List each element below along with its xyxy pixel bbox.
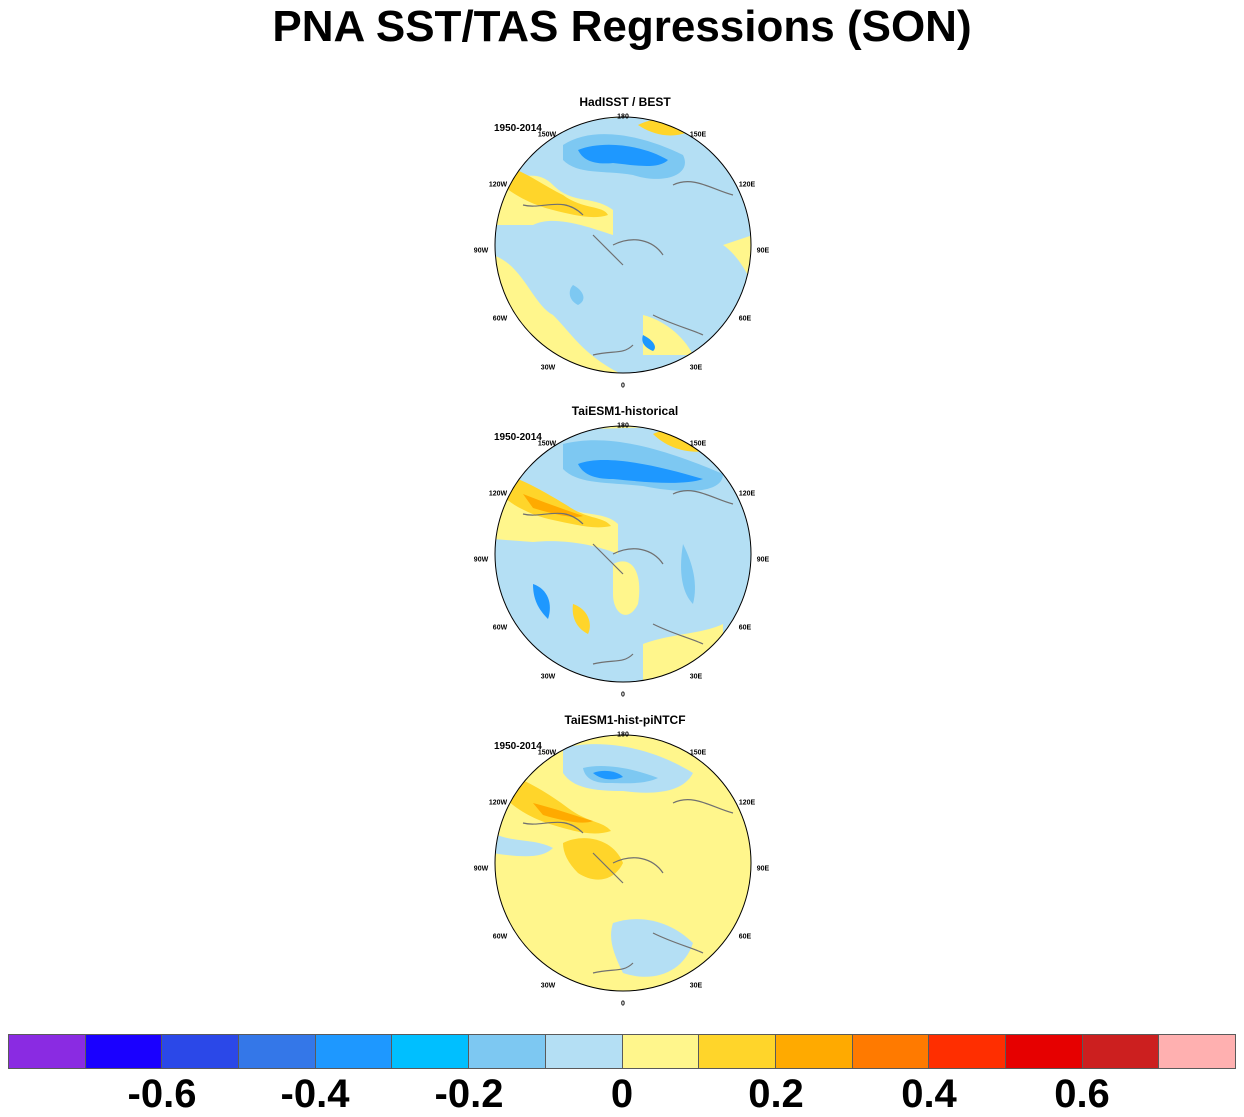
lon-label: 90E	[756, 556, 770, 564]
lon-label: 60W	[492, 624, 508, 632]
polar-map	[494, 734, 752, 992]
lon-label: 60W	[492, 315, 508, 323]
colorbar-swatch	[468, 1034, 545, 1069]
lon-label: 90E	[756, 865, 770, 873]
panel-title: HadISST / BEST	[579, 95, 671, 109]
lon-label: 150W	[537, 440, 557, 448]
colorbar-label: 0.4	[901, 1072, 957, 1116]
colorbar-label: -0.2	[434, 1072, 504, 1116]
lon-label: 150W	[537, 131, 557, 139]
colorbar-swatch	[1158, 1034, 1236, 1069]
colorbar-label: 0	[610, 1072, 634, 1116]
polar-map	[494, 425, 752, 683]
lon-label: 90E	[756, 247, 770, 255]
colorbar-swatch	[1004, 1034, 1082, 1069]
colorbar-swatch	[391, 1034, 469, 1069]
panel-taiesm1-historical: TaiESM1-historical 1950-2014 180 150E 12…	[470, 404, 780, 704]
period-label: 1950-2014	[494, 432, 542, 443]
lon-label: 120E	[738, 490, 756, 498]
lon-label: 30E	[689, 982, 703, 990]
lon-label: 30W	[540, 673, 556, 681]
colorbar-swatch	[84, 1034, 162, 1069]
lon-label: 180	[617, 422, 629, 430]
period-label: 1950-2014	[494, 741, 542, 752]
lon-label: 150E	[689, 749, 707, 757]
lon-label: 60E	[738, 933, 752, 941]
lon-label: 180	[617, 731, 629, 739]
lon-label: 120W	[488, 490, 508, 498]
colorbar-swatch	[621, 1034, 699, 1069]
colorbar-swatch	[314, 1034, 392, 1069]
colorbar-label: 0.6	[1054, 1072, 1110, 1116]
colorbar-swatch	[1081, 1034, 1159, 1069]
colorbar-swatch	[851, 1034, 929, 1069]
colorbar-label: 0.2	[748, 1072, 804, 1116]
colorbar-swatch	[8, 1034, 85, 1069]
colorbar-swatch	[238, 1034, 315, 1069]
lon-label: 150E	[689, 131, 707, 139]
panel-title: TaiESM1-hist-piNTCF	[564, 713, 686, 727]
lon-label: 120W	[488, 181, 508, 189]
lon-label: 120E	[738, 181, 756, 189]
period-label: 1950-2014	[494, 123, 542, 134]
colorbar-swatch	[928, 1034, 1005, 1069]
lon-label: 0	[621, 1000, 625, 1008]
lon-label: 150W	[537, 749, 557, 757]
lon-label: 90W	[473, 556, 489, 564]
colorbar-label: -0.4	[280, 1072, 350, 1116]
lon-label: 120E	[738, 799, 756, 807]
lon-label: 180	[617, 113, 629, 121]
colorbar-swatch	[774, 1034, 852, 1069]
lon-label: 30W	[540, 364, 556, 372]
lon-label: 60W	[492, 933, 508, 941]
colorbar-label: -0.6	[127, 1072, 197, 1116]
lon-label: 30W	[540, 982, 556, 990]
lon-label: 150E	[689, 440, 707, 448]
lon-label: 120W	[488, 799, 508, 807]
lon-label: 90W	[473, 247, 489, 255]
polar-map	[494, 116, 752, 374]
lon-label: 90W	[473, 865, 489, 873]
panel-hadisst-best: HadISST / BEST 1950-2014 180 150E 120E 9…	[470, 95, 780, 395]
colorbar-swatch	[698, 1034, 775, 1069]
lon-label: 0	[621, 691, 625, 699]
panel-taiesm1-hist-pintcf: TaiESM1-hist-piNTCF 1950-2014 180 150E 1…	[470, 713, 780, 1013]
lon-label: 60E	[738, 624, 752, 632]
lon-label: 30E	[689, 673, 703, 681]
colorbar-swatch	[161, 1034, 239, 1069]
lon-label: 60E	[738, 315, 752, 323]
panel-title: TaiESM1-historical	[571, 404, 679, 418]
lon-label: 30E	[689, 364, 703, 372]
colorbar	[8, 1034, 1236, 1069]
figure-title: PNA SST/TAS Regressions (SON)	[272, 2, 972, 51]
lon-label: 0	[621, 382, 625, 390]
colorbar-swatch	[544, 1034, 622, 1069]
